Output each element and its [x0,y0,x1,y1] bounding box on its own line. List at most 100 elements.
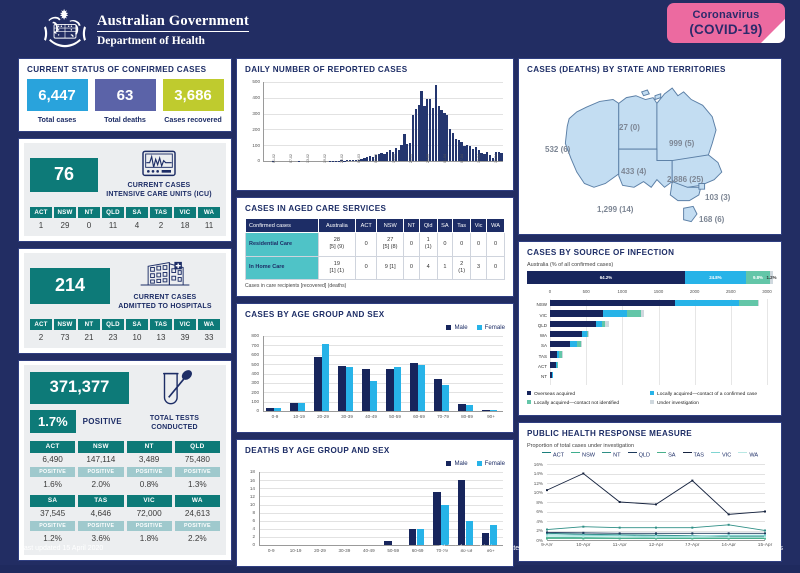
y-axis-tick-label: 12 [245,494,255,499]
line-marker [728,524,730,526]
page-footer: Last updated 15 April 2020 This infograp… [0,536,800,565]
australia-map: 532 (6) 27 (0) 999 (5) 433 (4) 2,886 (25… [527,79,773,227]
source-infection-subtitle: Australia (% of all confirmed cases) [527,262,773,268]
state-abbr: QLD [102,207,124,218]
state-abbr: NSW [54,319,76,330]
state-value: 11 [198,218,220,230]
state-abbr: TAS [150,319,172,330]
y-axis-tick-label: 100 [245,143,260,148]
legend-label: Overseas acquired [534,392,575,397]
tests-count: 24,613 [175,507,220,522]
tests-count: 3,489 [127,453,172,468]
category-label: NSW [527,302,547,307]
state-abbr: WA [198,207,220,218]
legend-label: TAS [694,452,704,458]
line-marker [764,511,766,513]
deaths-age-sex-title: DEATHS BY AGE GROUP AND SEX [245,446,505,455]
table-cell: 4 [419,256,437,280]
chart-bar [550,310,603,316]
legend-label: NT [613,452,620,458]
y-axis-tick-label: 400 [245,371,259,376]
y-axis-tick-label: 500 [245,79,260,84]
x-axis-tick-label: 15-04 [494,154,498,163]
x-axis-tick-label: 70-79 [431,414,455,419]
column-header: Vic [471,219,487,233]
public-health-title: PUBLIC HEALTH RESPONSE MEASURE [527,429,773,438]
tests-state: SA [30,495,75,507]
chart-bar [418,365,425,411]
column-header: Australia [318,219,355,233]
legend-swatch [446,461,451,466]
legend-item: NSW [571,452,595,458]
state-abbr: NT [78,207,100,218]
category-label: TAS [527,354,547,359]
table-cell: 0 [471,233,487,257]
column-header: Tas [453,219,471,233]
x-axis-tick-label: 1000 [611,289,633,294]
x-axis-tick-label: 3000 [756,289,778,294]
legend-item: TAS [683,452,704,458]
chart-gridline [259,496,503,497]
y-axis-tick-label: 16 [245,478,255,483]
status-value: 3,686 [163,79,224,111]
current-status-title: CURRENT STATUS OF CONFIRMED CASES [27,65,223,74]
tests-state: QLD [175,441,220,453]
state-value: 33 [198,330,220,342]
chart-bar [482,410,489,411]
summary-segment: 64.2% [527,271,685,284]
line-marker [728,533,730,535]
state-abbr: ACT [30,207,52,218]
x-axis-tick-label: 40-49 [359,414,383,419]
aged-care-title: CASES IN AGED CARE SERVICES [245,204,505,213]
y-axis-tick-label: 14 [245,486,255,491]
chart-bar [562,351,563,357]
table-cell: 0 [487,256,505,280]
map-label-vic: 1,299 (14) [597,205,633,214]
legend-swatch [446,325,451,330]
state-value: 0 [78,218,100,230]
status-value: 63 [95,79,156,111]
chart-bar [434,379,441,411]
chart-bar [338,366,345,411]
column-header: NT [404,219,420,233]
chart-gridline [263,98,503,99]
aged-care-note: Cases in care recipients [recovered] (de… [245,283,505,289]
y-axis [263,82,264,161]
line-marker [619,501,621,503]
legend-item: ACT [542,452,564,458]
map-title: CASES (DEATHS) BY STATE AND TERRITORIES [527,65,773,74]
chart-bar [739,300,758,306]
table-cell: 1 [437,256,453,280]
chart-bar [370,381,377,411]
tests-positive-tag: POSITIVE [78,467,123,477]
map-label-sa: 433 (4) [621,167,646,176]
aged-care-card: CASES IN AGED CARE SERVICES Confirmed ca… [236,197,514,297]
line-marker [582,473,584,475]
y-axis-tick-label: 400 [245,95,260,100]
table-cell: 27[5] (8) [377,233,404,257]
tests-positive-pct: 2.0% [78,477,123,492]
chart-bar [290,403,297,411]
x-axis-tick-label: 20-03 [409,154,413,163]
y-axis-tick-label: 0 [245,408,259,413]
legend-line [657,452,666,453]
hospital-value: 214 [30,268,110,304]
source-infection-title: CASES BY SOURCE OF INFECTION [527,248,773,257]
chart-gridline [259,505,503,506]
chart-bar [410,363,417,411]
tests-count: 6,490 [30,453,75,468]
line-marker [582,532,584,534]
